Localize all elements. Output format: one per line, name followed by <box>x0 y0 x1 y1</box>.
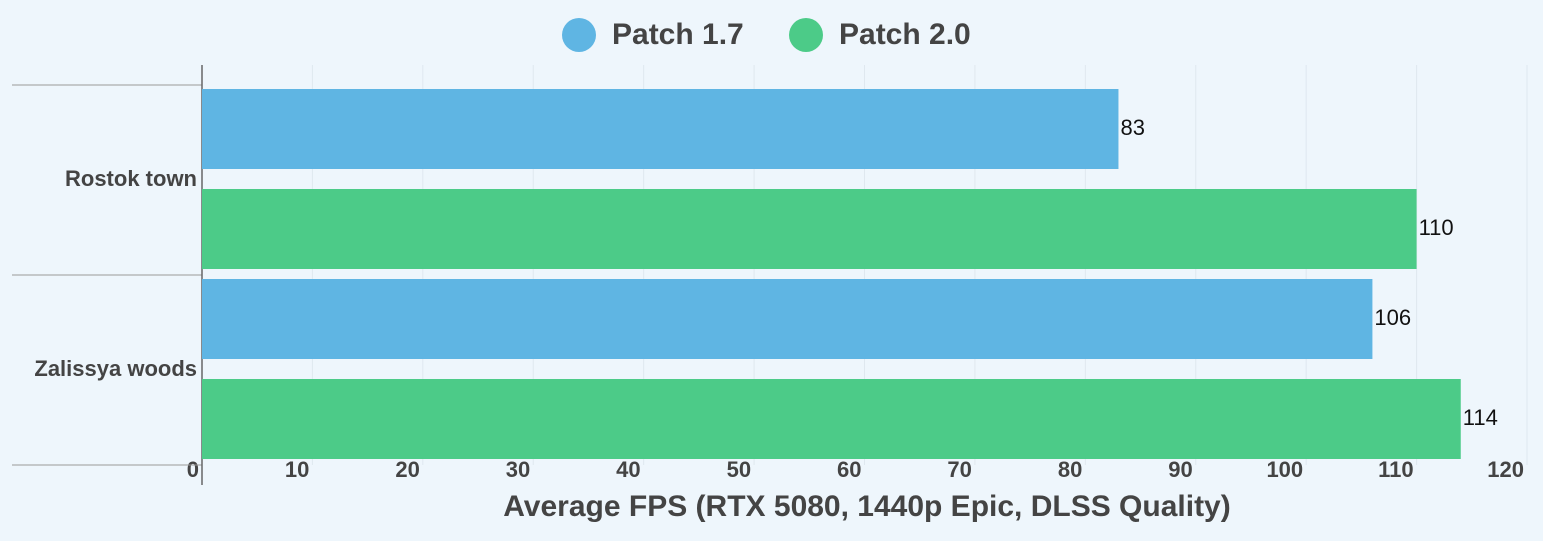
data-label: 114 <box>1463 405 1498 430</box>
x-tick-label: 80 <box>1058 457 1082 482</box>
category-label: Rostok town <box>65 166 197 191</box>
x-tick-label: 20 <box>395 457 419 482</box>
x-axis-title: Average FPS (RTX 5080, 1440p Epic, DLSS … <box>503 490 1231 523</box>
bar <box>202 189 1417 269</box>
legend-marker <box>789 18 823 52</box>
legend-label: Patch 2.0 <box>839 18 971 51</box>
legend-label: Patch 1.7 <box>612 18 744 51</box>
x-tick-label: 70 <box>947 457 971 482</box>
bar <box>202 89 1119 169</box>
bar <box>202 379 1461 459</box>
x-tick-label: 30 <box>506 457 530 482</box>
x-tick-label: 40 <box>616 457 640 482</box>
x-tick-label: 90 <box>1168 457 1192 482</box>
data-label: 106 <box>1374 305 1411 330</box>
x-tick-label: 100 <box>1266 457 1303 482</box>
x-tick-label: 0 <box>187 457 199 482</box>
bar <box>202 279 1373 359</box>
x-tick-label: 60 <box>837 457 861 482</box>
data-label: 110 <box>1419 215 1454 240</box>
data-label: 83 <box>1120 115 1144 140</box>
x-tick-label: 110 <box>1378 457 1414 482</box>
x-tick-label: 120 <box>1487 457 1524 482</box>
category-label: Zalissya woods <box>34 356 197 381</box>
x-tick-label: 50 <box>727 457 751 482</box>
legend-marker <box>562 18 596 52</box>
x-tick-label: 10 <box>285 457 309 482</box>
